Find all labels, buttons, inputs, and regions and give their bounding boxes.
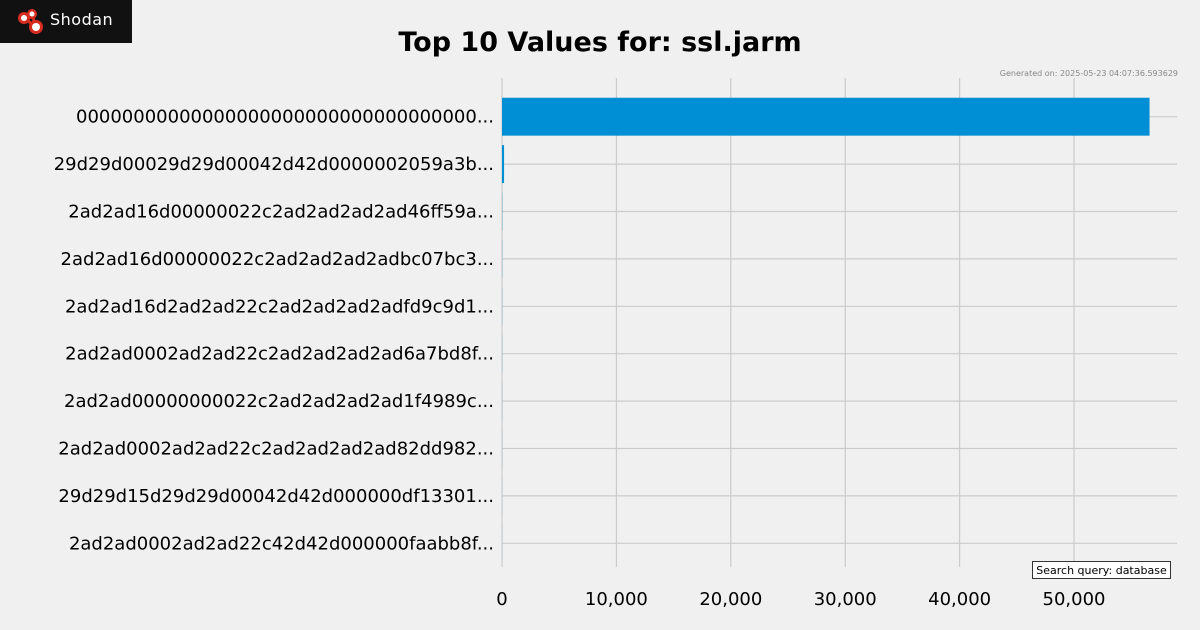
grid-layer bbox=[501, 78, 1177, 567]
y-tick-label: 29d29d00029d29d00042d42d0000002059a3b... bbox=[54, 154, 494, 175]
y-tick-label: 29d29d15d29d29d00042d42d000000df13301... bbox=[58, 486, 494, 507]
y-tick-label: 2ad2ad00000000022c2ad2ad2ad2ad1f4989c... bbox=[64, 391, 494, 412]
y-tick-label: 2ad2ad16d2ad2ad22c2ad2ad2ad2adfd9c9d1... bbox=[65, 296, 494, 317]
shodan-logo: Shodan bbox=[0, 0, 132, 43]
label-layer: 0 10,000 20,000 30,000 40,000 50,000 000000000… bbox=[54, 107, 1106, 610]
logo-text: Shodan bbox=[50, 10, 114, 29]
x-tick-label: 20,000 bbox=[699, 589, 762, 610]
y-tick-label: 2ad2ad0002ad2ad22c2ad2ad2ad2ad82dd982... bbox=[58, 439, 494, 460]
bar-layer bbox=[502, 97, 1150, 563]
x-tick-label: 30,000 bbox=[814, 589, 877, 610]
x-tick-label: 10,000 bbox=[585, 589, 648, 610]
chart-title: Top 10 Values for: ssl.jarm bbox=[398, 27, 802, 58]
y-tick-label: 2ad2ad0002ad2ad22c2ad2ad2ad2ad6a7bd8f... bbox=[65, 344, 494, 365]
x-tick-label: 50,000 bbox=[1043, 589, 1106, 610]
shodan-logo-icon bbox=[18, 9, 43, 34]
generated-timestamp: Generated on: 2025-05-23 04:07:36.593629 bbox=[999, 69, 1178, 78]
x-tick-label: 0 bbox=[496, 589, 507, 610]
y-tick-label: 2ad2ad16d00000022c2ad2ad2ad2ad46ff59a... bbox=[68, 202, 494, 223]
y-tick-label: 2ad2ad0002ad2ad22c42d42d000000faabb8f... bbox=[69, 533, 494, 554]
y-tick-label: 2ad2ad16d00000022c2ad2ad2ad2adbc07bc3... bbox=[61, 249, 494, 270]
bar bbox=[502, 97, 1150, 136]
y-tick-label: 00000000000000000000000000000000000... bbox=[76, 107, 494, 128]
search-query-box: Search query: database bbox=[1032, 561, 1171, 579]
bar bbox=[502, 145, 505, 184]
x-tick-label: 40,000 bbox=[928, 589, 991, 610]
